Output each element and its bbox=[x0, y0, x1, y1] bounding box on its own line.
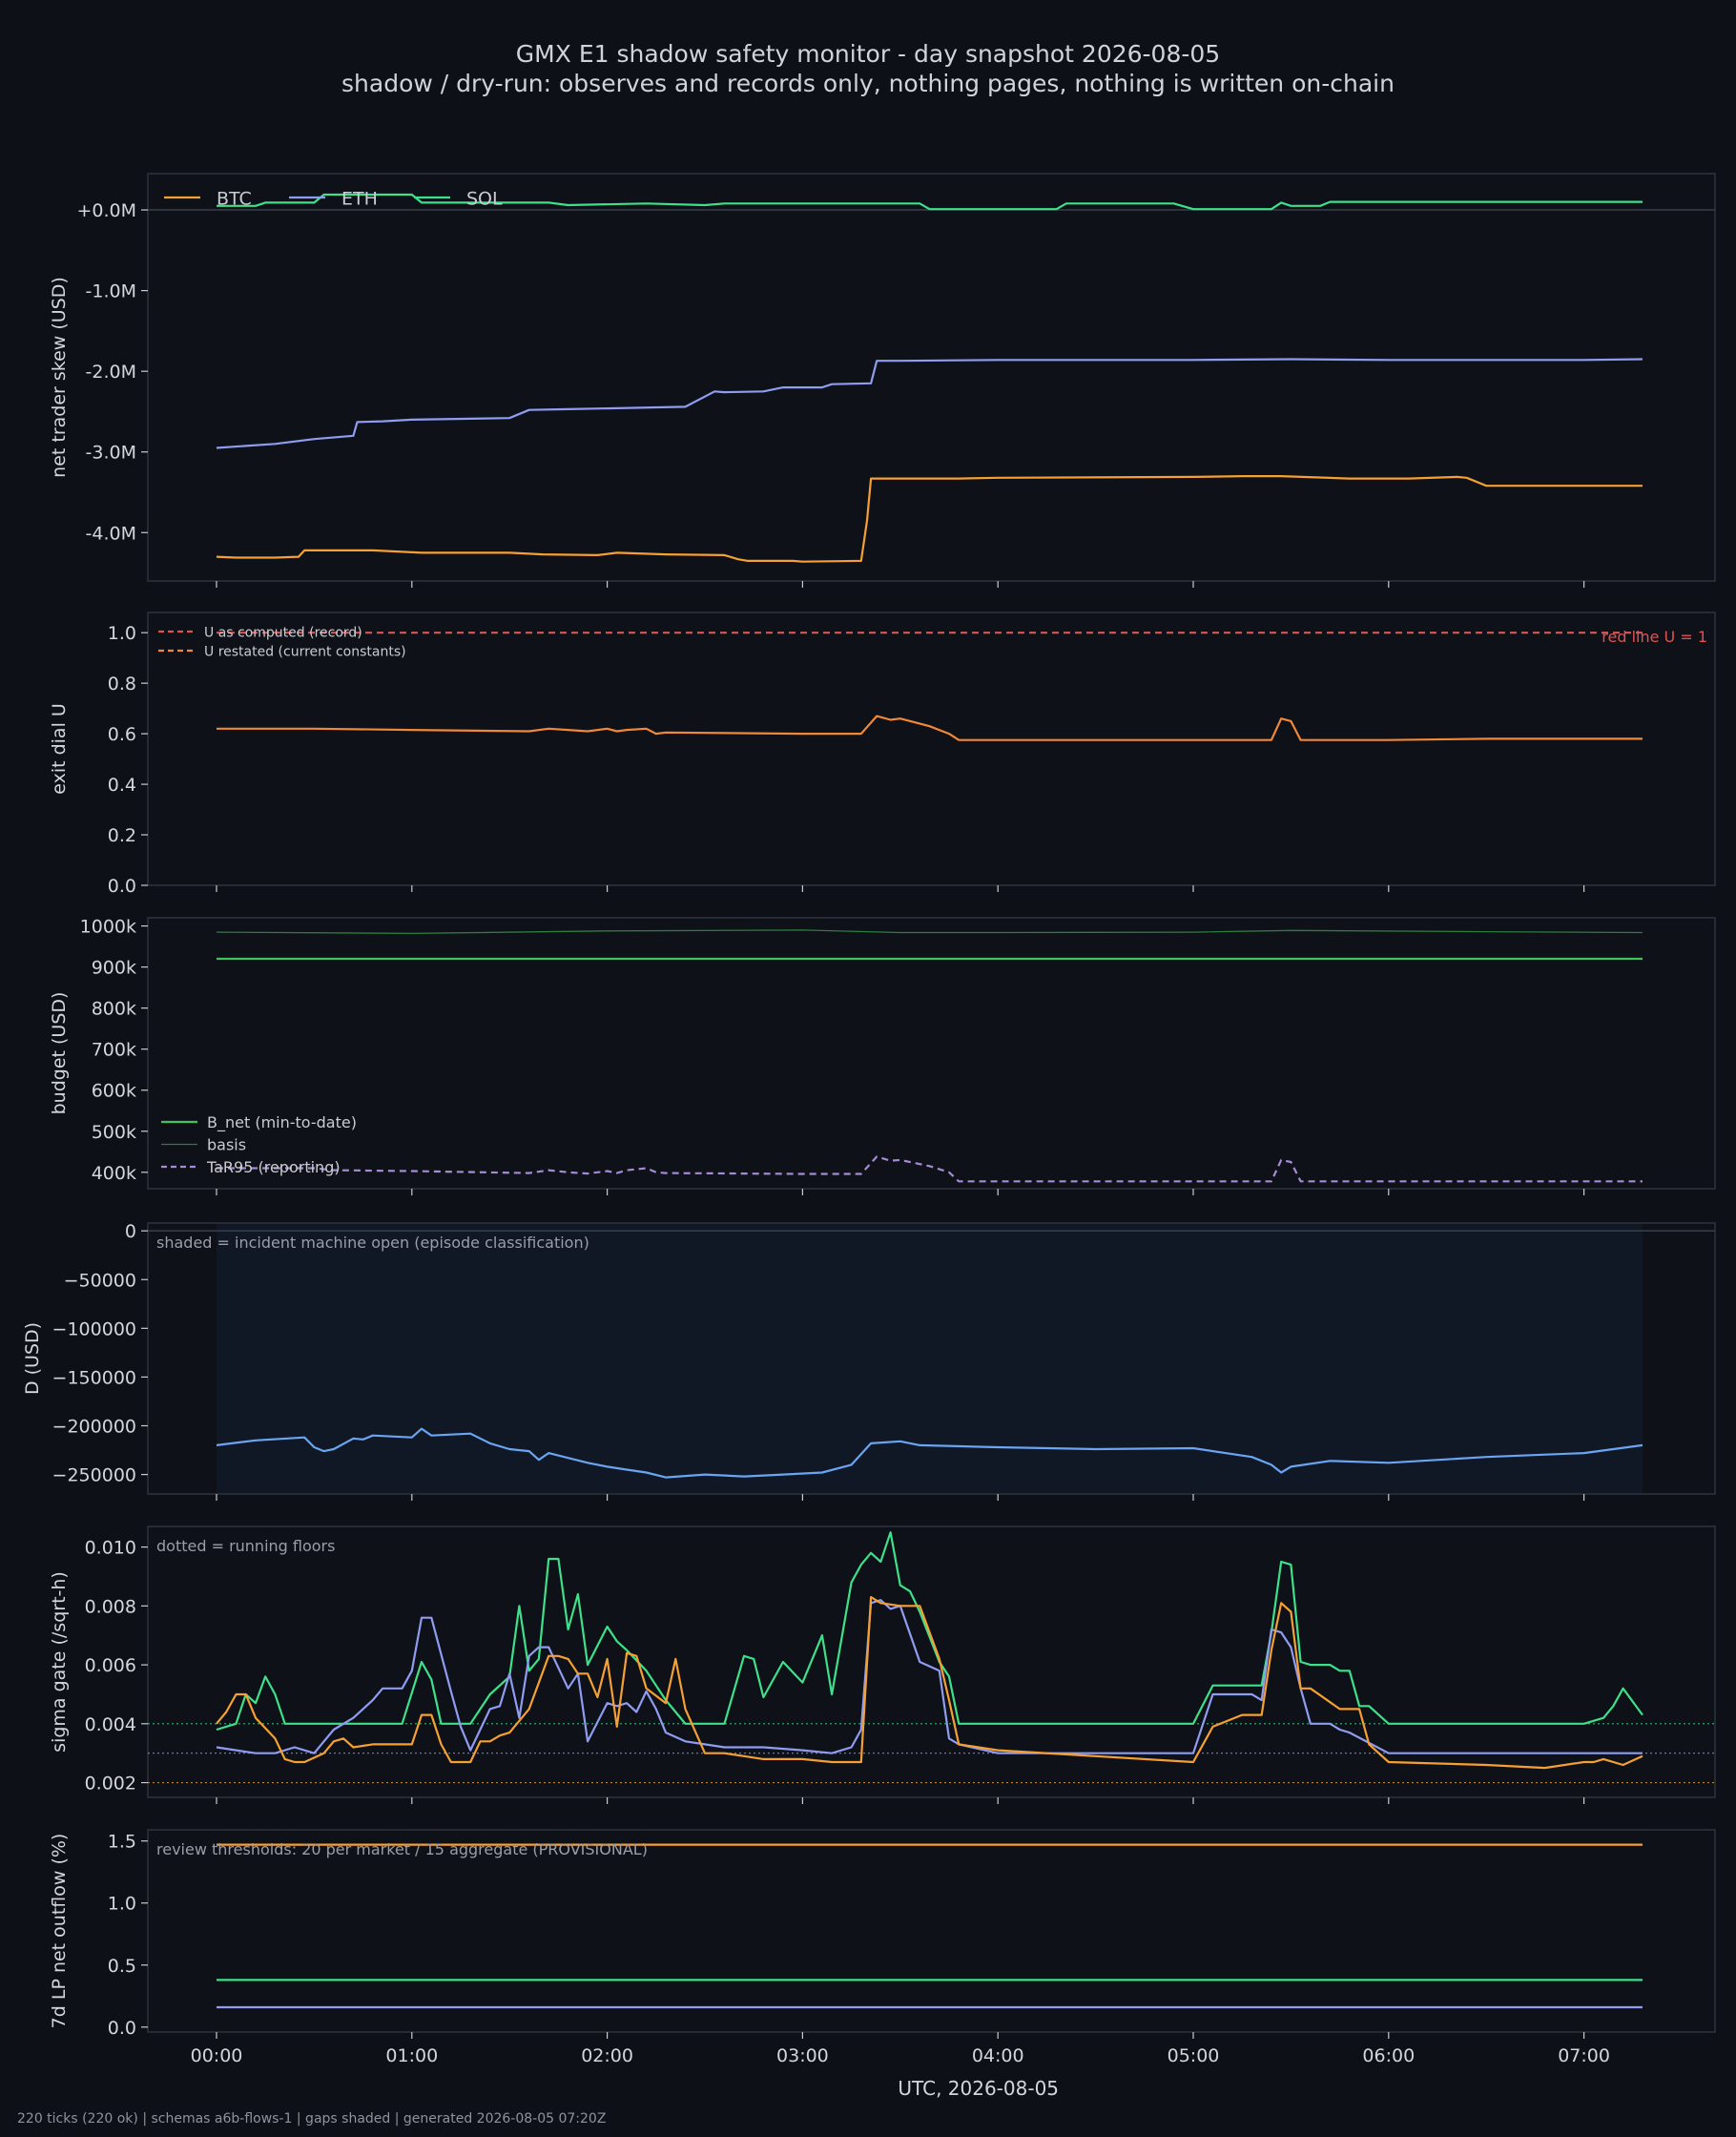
x-tick-label: 02:00 bbox=[581, 2045, 633, 2066]
y-tick-label: 500k bbox=[92, 1122, 136, 1143]
legend: BTC ETH SOL bbox=[164, 188, 503, 209]
y-tick-label: −250000 bbox=[52, 1465, 136, 1486]
y-tick-label: −50000 bbox=[64, 1270, 136, 1291]
plot-area bbox=[147, 1829, 1716, 2033]
footer-status: 220 ticks (220 ok) | schemas a6b-flows-1… bbox=[17, 2111, 607, 2127]
y-tick-label: -2.0M bbox=[86, 362, 136, 383]
y-tick-label: 0.004 bbox=[85, 1714, 136, 1735]
y-tick-label: 1.0 bbox=[108, 623, 136, 644]
y-axis-label: net trader skew (USD) bbox=[49, 277, 70, 478]
chart-subtitle: shadow / dry-run: observes and records o… bbox=[341, 70, 1395, 97]
y-axis-label: budget (USD) bbox=[49, 992, 70, 1115]
panel-4: 0 −50000 −100000 −150000 −200000 −250000 D (US… bbox=[22, 1221, 1716, 1501]
series-line-btc bbox=[216, 475, 1643, 563]
y-tick-label: +0.0M bbox=[76, 200, 136, 221]
y-tick-label: 1000k bbox=[80, 917, 136, 938]
plot-area bbox=[147, 173, 1716, 582]
panel-1: +0.0M -1.0M -2.0M -3.0M -4.0M net trader skew… bbox=[49, 173, 1716, 588]
legend: U as computed (record) U restated (curren… bbox=[158, 625, 406, 659]
chart-title: GMX E1 shadow safety monitor - day snaps… bbox=[515, 40, 1221, 68]
y-tick-label: 600k bbox=[92, 1081, 136, 1102]
legend-label: U as computed (record) bbox=[204, 625, 362, 640]
x-tick-label: 06:00 bbox=[1362, 2045, 1415, 2066]
y-tick-label: 0.0 bbox=[108, 876, 136, 897]
series-line-tar95-reporting- bbox=[217, 1155, 1643, 1183]
y-tick-label: 0.8 bbox=[108, 674, 136, 695]
y-tick-label: 0 bbox=[125, 1221, 136, 1242]
plot-area bbox=[147, 612, 1716, 886]
legend: B_net (min-to-date) basis TaR95 (reporting… bbox=[161, 1113, 357, 1176]
y-tick-label: 1.0 bbox=[108, 1894, 136, 1915]
y-tick-label: 900k bbox=[92, 958, 136, 979]
panel-5: 0.002 0.004 0.006 0.008 0.010 sigma gate (/sq… bbox=[49, 1525, 1716, 1804]
series-line-sol bbox=[217, 193, 1643, 211]
y-tick-label: -3.0M bbox=[86, 443, 136, 464]
y-tick-label: -1.0M bbox=[86, 281, 136, 302]
annotation-red-line: red line U = 1 bbox=[1602, 628, 1707, 646]
panel-6: 0.0 0.5 1.0 1.5 00:00 01:00 02:00 03:00 04:00 05:… bbox=[49, 1829, 1716, 2100]
series-line-basis bbox=[216, 929, 1643, 935]
legend-label: ETH bbox=[341, 188, 378, 209]
y-tick-label: 0.4 bbox=[108, 775, 136, 796]
x-tick-label: 00:00 bbox=[191, 2045, 243, 2066]
legend-label: BTC bbox=[217, 188, 252, 209]
y-tick-label: 0.5 bbox=[108, 1956, 136, 1977]
series-line-eth bbox=[216, 1599, 1643, 1754]
y-tick-label: −150000 bbox=[52, 1367, 136, 1388]
series-line-d bbox=[216, 1427, 1643, 1479]
y-tick-label: −100000 bbox=[52, 1318, 136, 1339]
panel-2: 0.0 0.2 0.4 0.6 0.8 1.0 exit dial U red line U … bbox=[49, 612, 1716, 897]
legend-label: SOL bbox=[466, 188, 503, 209]
annotation-text: review thresholds: 20 per market / 15 ag… bbox=[156, 1840, 648, 1858]
y-tick-label: -4.0M bbox=[86, 523, 136, 544]
series-line-btc bbox=[216, 1595, 1643, 1770]
y-tick-label: −200000 bbox=[52, 1416, 136, 1437]
series-line-u-restated-current-constants- bbox=[217, 715, 1643, 741]
legend-label: U restated (current constants) bbox=[204, 644, 406, 659]
y-tick-label: 0.0 bbox=[108, 2018, 136, 2039]
x-tick-label: 01:00 bbox=[385, 2045, 438, 2066]
y-axis-label: D (USD) bbox=[22, 1322, 43, 1395]
x-tick-label: 05:00 bbox=[1168, 2045, 1220, 2066]
y-axis-label: sigma gate (/sqrt-h) bbox=[49, 1571, 70, 1753]
plot-area bbox=[147, 1525, 1716, 1798]
incident-shade bbox=[217, 1224, 1643, 1493]
x-tick-label: 03:00 bbox=[776, 2045, 829, 2066]
y-tick-label: 0.010 bbox=[85, 1538, 136, 1559]
y-tick-label: 0.008 bbox=[85, 1596, 136, 1617]
plot-area bbox=[147, 917, 1716, 1190]
y-tick-label: 0.006 bbox=[85, 1655, 136, 1676]
y-tick-label: 0.6 bbox=[108, 724, 136, 745]
x-tick-label: 04:00 bbox=[972, 2045, 1024, 2066]
y-axis-label: 7d LP net outflow (%) bbox=[49, 1834, 70, 2029]
y-tick-label: 700k bbox=[92, 1040, 136, 1061]
legend-label: basis bbox=[207, 1136, 246, 1154]
legend-label: TaR95 (reporting) bbox=[206, 1158, 341, 1176]
y-tick-label: 1.5 bbox=[108, 1832, 136, 1853]
legend-label: B_net (min-to-date) bbox=[207, 1113, 357, 1132]
y-axis-label: exit dial U bbox=[49, 703, 70, 795]
panel-3: 400k 500k 600k 700k 800k 900k 1000k budget (USD… bbox=[49, 917, 1716, 1195]
x-axis-label: UTC, 2026-08-05 bbox=[898, 2077, 1059, 2100]
y-tick-label: 0.002 bbox=[85, 1774, 136, 1795]
y-tick-label: 400k bbox=[92, 1163, 136, 1184]
series-line-eth bbox=[216, 358, 1643, 449]
annotation-text: dotted = running floors bbox=[156, 1537, 335, 1555]
y-tick-label: 0.2 bbox=[108, 825, 136, 846]
y-tick-label: 800k bbox=[92, 999, 136, 1020]
annotation-text: shaded = incident machine open (episode … bbox=[156, 1234, 589, 1252]
x-tick-label: 07:00 bbox=[1558, 2045, 1610, 2066]
series-line-sol bbox=[216, 1531, 1643, 1732]
